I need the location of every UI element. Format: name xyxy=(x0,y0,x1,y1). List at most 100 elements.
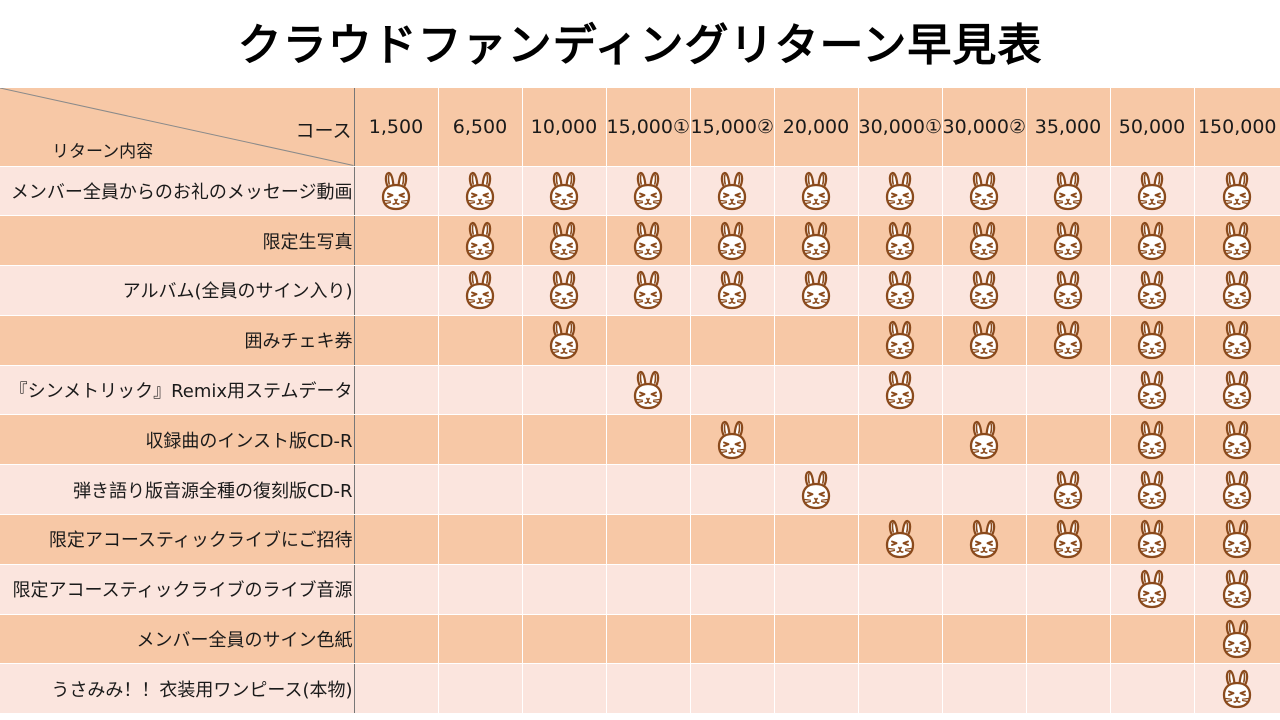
bunny-face-icon xyxy=(1219,171,1255,211)
table-cell xyxy=(521,663,606,715)
table-cell xyxy=(1109,514,1194,565)
bunny-face-icon xyxy=(1050,470,1086,510)
bunny-face-icon xyxy=(1050,320,1086,360)
course-header: 10,000 xyxy=(521,88,606,167)
table-row: アルバム(全員のサイン入り) xyxy=(0,265,1280,316)
table-cell xyxy=(521,514,606,565)
table-cell xyxy=(437,514,522,565)
table-cell xyxy=(521,215,606,267)
table-cell xyxy=(437,663,522,715)
table-cell xyxy=(521,315,606,366)
bunny-face-icon xyxy=(1134,171,1170,211)
bunny-face-icon xyxy=(546,320,582,360)
table-cell xyxy=(1109,663,1194,715)
bunny-face-icon xyxy=(1134,470,1170,510)
returns-body: メンバー全員からのお礼のメッセージ動画 限定生写真 アルバム(全員のサイン入り) 囲み… xyxy=(0,166,1280,715)
table-cell xyxy=(941,315,1026,366)
bunny-face-icon xyxy=(1134,221,1170,261)
bunny-face-icon xyxy=(1219,470,1255,510)
table-cell xyxy=(1025,464,1110,516)
corner-cell: コース リターン内容 xyxy=(0,88,355,167)
table-cell xyxy=(941,564,1026,615)
table-cell xyxy=(437,215,522,267)
table-cell xyxy=(1025,365,1110,416)
table-cell xyxy=(689,614,774,665)
bunny-face-icon xyxy=(630,270,666,310)
bunny-face-icon xyxy=(630,221,666,261)
table-cell xyxy=(1025,215,1110,267)
table-cell xyxy=(353,215,438,267)
table-cell xyxy=(353,315,438,366)
table-cell xyxy=(689,663,774,715)
table-cell xyxy=(353,166,438,217)
bunny-face-icon xyxy=(882,320,918,360)
table-cell xyxy=(353,564,438,615)
return-item-label: 限定アコースティックライブのライブ音源 xyxy=(0,564,355,615)
table-cell xyxy=(941,215,1026,267)
table-cell xyxy=(1109,215,1194,267)
table-cell xyxy=(521,564,606,615)
course-label: コース xyxy=(295,120,352,142)
table-cell xyxy=(353,464,438,516)
course-header: 35,000 xyxy=(1025,88,1110,167)
table-cell xyxy=(773,265,858,316)
table-cell xyxy=(857,514,942,565)
table-cell xyxy=(1109,315,1194,366)
course-header: 6,500 xyxy=(437,88,522,167)
table-cell xyxy=(605,464,690,516)
bunny-face-icon xyxy=(378,171,414,211)
table-cell xyxy=(521,414,606,466)
table-cell xyxy=(353,365,438,416)
bunny-face-icon xyxy=(714,221,750,261)
bunny-face-icon xyxy=(798,221,834,261)
diagonal-divider xyxy=(0,88,353,165)
table-cell xyxy=(773,464,858,516)
table-cell xyxy=(857,564,942,615)
table-cell xyxy=(605,564,690,615)
bunny-face-icon xyxy=(1219,519,1255,559)
course-header: 15,000② xyxy=(689,88,774,167)
table-cell xyxy=(857,265,942,316)
table-cell xyxy=(941,614,1026,665)
table-row: メンバー全員からのお礼のメッセージ動画 xyxy=(0,166,1280,217)
bunny-face-icon xyxy=(882,370,918,410)
table-cell xyxy=(1025,414,1110,466)
page-title: クラウドファンディングリターン早見表 xyxy=(237,20,1043,71)
table-cell xyxy=(353,414,438,466)
bunny-face-icon xyxy=(882,221,918,261)
table-cell xyxy=(773,215,858,267)
table-row: 限定アコースティックライブにご招待 xyxy=(0,514,1280,565)
bunny-face-icon xyxy=(1134,420,1170,460)
table-cell xyxy=(1193,166,1280,217)
table-cell xyxy=(857,464,942,516)
table-cell xyxy=(1109,564,1194,615)
bunny-face-icon xyxy=(1219,370,1255,410)
table-cell xyxy=(773,614,858,665)
bunny-face-icon xyxy=(1219,221,1255,261)
table-cell xyxy=(437,265,522,316)
bunny-face-icon xyxy=(462,171,498,211)
bunny-face-icon xyxy=(714,420,750,460)
table-cell xyxy=(773,514,858,565)
table-row: メンバー全員のサイン色紙 xyxy=(0,614,1280,665)
table-cell xyxy=(605,215,690,267)
table-cell xyxy=(941,265,1026,316)
bunny-face-icon xyxy=(1219,669,1255,709)
table-cell xyxy=(857,315,942,366)
table-cell xyxy=(689,564,774,615)
bunny-face-icon xyxy=(546,171,582,211)
table-cell xyxy=(689,514,774,565)
table-cell xyxy=(857,365,942,416)
bunny-face-icon xyxy=(882,270,918,310)
returns-table: コース リターン内容 1,500 6,500 10,000 15,000① 15,000… xyxy=(0,88,1280,715)
bunny-face-icon xyxy=(1219,619,1255,659)
table-cell xyxy=(353,265,438,316)
bunny-face-icon xyxy=(966,420,1002,460)
table-cell xyxy=(605,414,690,466)
table-cell xyxy=(1025,265,1110,316)
table-cell xyxy=(605,663,690,715)
table-cell xyxy=(773,663,858,715)
bunny-face-icon xyxy=(462,221,498,261)
bunny-face-icon xyxy=(966,221,1002,261)
table-cell xyxy=(605,365,690,416)
